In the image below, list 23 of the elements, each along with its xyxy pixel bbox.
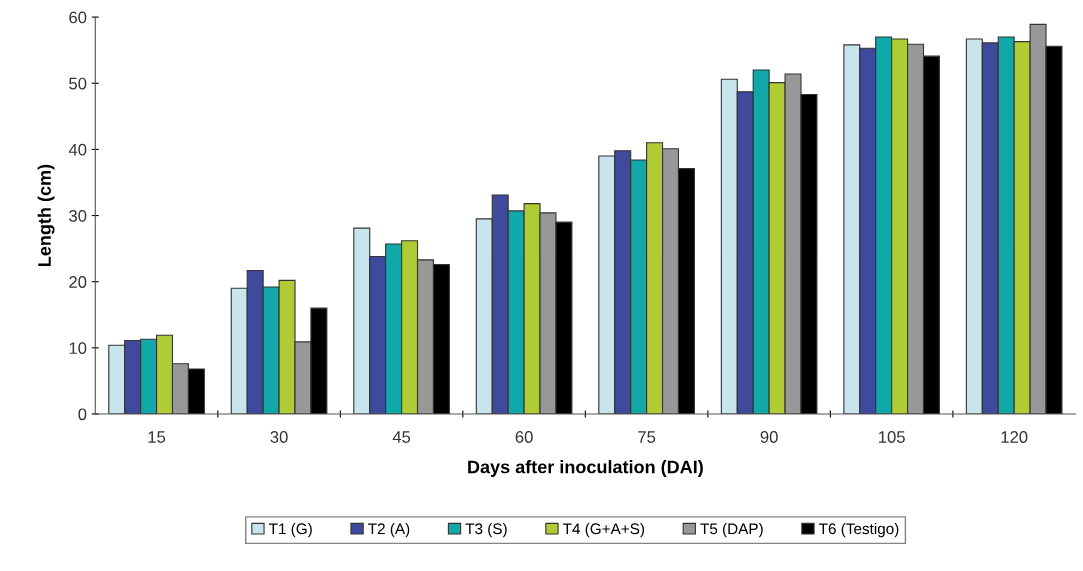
x-tick-label: 75 <box>638 431 656 443</box>
x-tick-label: 90 <box>760 431 778 443</box>
legend-label: T2 (A) <box>368 522 410 538</box>
y-tick-label: 50 <box>69 77 87 90</box>
legend-label: T5 (DAP) <box>700 522 763 538</box>
y-axis-title: Length (cm) <box>37 164 55 266</box>
legend-label: T1 (G) <box>268 522 312 538</box>
x-tick-label: 30 <box>270 431 288 443</box>
x-axis-title: Days after inoculation (DAI) <box>468 460 703 477</box>
legend-label: T3 (S) <box>465 522 507 538</box>
y-tick-label: 10 <box>69 342 87 355</box>
x-tick-label: 120 <box>1001 431 1028 443</box>
x-tick-label: 60 <box>515 431 533 443</box>
y-tick-label: 40 <box>68 143 87 156</box>
y-tick-label: 30 <box>69 209 87 222</box>
y-tick-label: 0 <box>78 408 87 421</box>
legend-label: T4 (G+A+S) <box>562 522 645 538</box>
y-tick-label: 20 <box>69 276 87 288</box>
legend-label: T6 (Testigo) <box>818 522 899 538</box>
x-tick-label: 45 <box>392 431 411 443</box>
x-tick-label: 105 <box>879 431 905 443</box>
y-tick-label: 60 <box>69 11 87 24</box>
x-tick-label: 15 <box>148 431 166 443</box>
